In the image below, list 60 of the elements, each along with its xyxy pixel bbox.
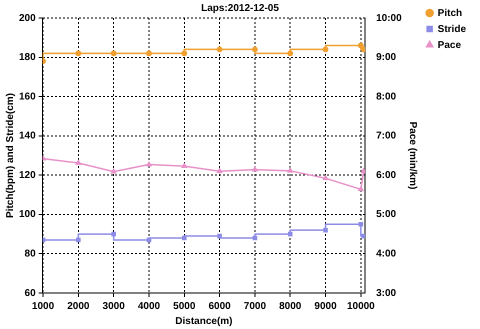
point	[216, 168, 222, 174]
point	[75, 50, 82, 56]
point	[358, 186, 364, 192]
y2-tick-label: 3:00	[376, 288, 397, 299]
y-tick-label: 140	[18, 130, 36, 142]
point	[360, 46, 366, 52]
x-axis-title: Distance(m)	[175, 316, 233, 327]
point	[146, 238, 152, 242]
y-tick-label: 100	[18, 209, 36, 220]
y2-tick-label: 5:00	[376, 209, 397, 220]
y-axis-title: Pitch(bpm) and Stride(cm)	[4, 92, 16, 218]
point	[358, 222, 364, 227]
y2-tick-label: 7:00	[376, 130, 397, 142]
point	[76, 238, 81, 242]
legend-label: Pace	[438, 40, 462, 51]
x-tick-label: 2000	[67, 300, 90, 312]
point	[252, 46, 258, 52]
x-tick-label: 4000	[138, 300, 161, 312]
y2-axis-title: Pace (min/km)	[406, 122, 418, 190]
y-tick-label: 60	[24, 288, 36, 299]
x-tick-label: 1000	[32, 300, 55, 312]
x-tick-label: 3000	[102, 300, 126, 312]
y-tick-label: 200	[18, 12, 36, 24]
x-tick-label: 8000	[279, 300, 302, 312]
point	[323, 228, 328, 232]
y-tick-label: 160	[18, 91, 36, 102]
point	[110, 50, 117, 56]
point	[358, 42, 364, 48]
point	[287, 50, 294, 56]
legend-label: Pitch	[438, 8, 462, 19]
point	[322, 46, 328, 52]
point	[252, 236, 258, 240]
point	[216, 46, 223, 52]
legend-label: Stride	[438, 24, 466, 35]
x-tick-label: 5000	[173, 300, 196, 312]
y2-tick-label: 4:00	[376, 248, 397, 260]
point	[252, 166, 258, 172]
point	[146, 162, 152, 166]
y2-tick-label: 10:00	[376, 12, 402, 24]
point	[182, 236, 187, 240]
chart-title: Laps:2012-12-05	[201, 2, 280, 14]
y2-tick-label: 9:00	[376, 52, 397, 64]
y2-tick-label: 8:00	[376, 91, 397, 102]
y-tick-label: 80	[24, 248, 36, 260]
point	[361, 168, 366, 174]
point	[146, 50, 152, 56]
y-tick-label: 120	[18, 170, 36, 181]
x-tick-label: 9000	[314, 300, 338, 312]
point	[288, 232, 293, 236]
point	[322, 175, 328, 180]
point	[288, 168, 293, 173]
x-tick-label: 6000	[208, 300, 232, 312]
point	[181, 50, 188, 56]
y2-tick-label: 6:00	[376, 170, 397, 181]
x-tick-label: 10000	[346, 300, 376, 312]
x-tick-label: 7000	[244, 300, 266, 312]
point	[111, 232, 116, 236]
point	[217, 234, 222, 238]
y-tick-label: 180	[18, 52, 36, 64]
point	[361, 234, 366, 238]
